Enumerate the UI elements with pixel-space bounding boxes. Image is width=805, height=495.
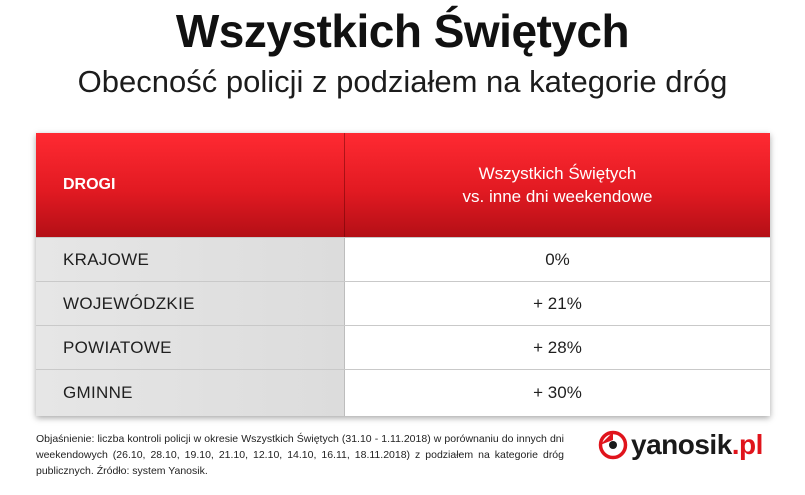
header-cell-roads: DROGI [36, 133, 345, 237]
table-header: DROGI Wszystkich Świętych vs. inne dni w… [36, 133, 770, 237]
table-row: WOJEWÓDZKIE + 21% [36, 281, 770, 325]
value-cell: 0% [345, 238, 770, 281]
page-subtitle: Obecność policji z podziałem na kategori… [77, 64, 728, 99]
table-row: GMINNE + 30% [36, 369, 770, 416]
header-comparison-line2: vs. inne dni weekendowe [462, 187, 653, 206]
road-label: POWIATOWE [63, 337, 172, 357]
header-cell-comparison: Wszystkich Świętych vs. inne dni weekend… [345, 133, 770, 237]
logo-wordmark: yanosik.pl [631, 429, 763, 461]
value-cell: + 28% [345, 326, 770, 369]
logo-tld: .pl [731, 429, 764, 460]
header-roads-label: DROGI [63, 176, 116, 193]
value-cell: + 30% [345, 370, 770, 416]
road-label: GMINNE [63, 383, 133, 402]
footnote: Objaśnienie: liczba kontroli policji w o… [36, 433, 564, 477]
page-title: Wszystkich Świętych [175, 5, 630, 57]
road-label: WOJEWÓDZKIE [63, 293, 195, 313]
header-comparison-line1: Wszystkich Świętych [478, 164, 637, 183]
road-cell: POWIATOWE [36, 326, 345, 369]
road-category-table: DROGI Wszystkich Świętych vs. inne dni w… [36, 133, 770, 416]
road-cell: WOJEWÓDZKIE [36, 282, 345, 325]
table-row: KRAJOWE 0% [36, 237, 770, 281]
table-row: POWIATOWE + 28% [36, 325, 770, 369]
road-cell: GMINNE [36, 370, 345, 416]
road-cell: KRAJOWE [36, 238, 345, 281]
road-label: KRAJOWE [63, 249, 150, 269]
logo-name: yanosik [631, 429, 732, 460]
yanosik-logo-icon [598, 430, 628, 460]
value-cell: + 21% [345, 282, 770, 325]
yanosik-logo: yanosik.pl [598, 428, 763, 462]
